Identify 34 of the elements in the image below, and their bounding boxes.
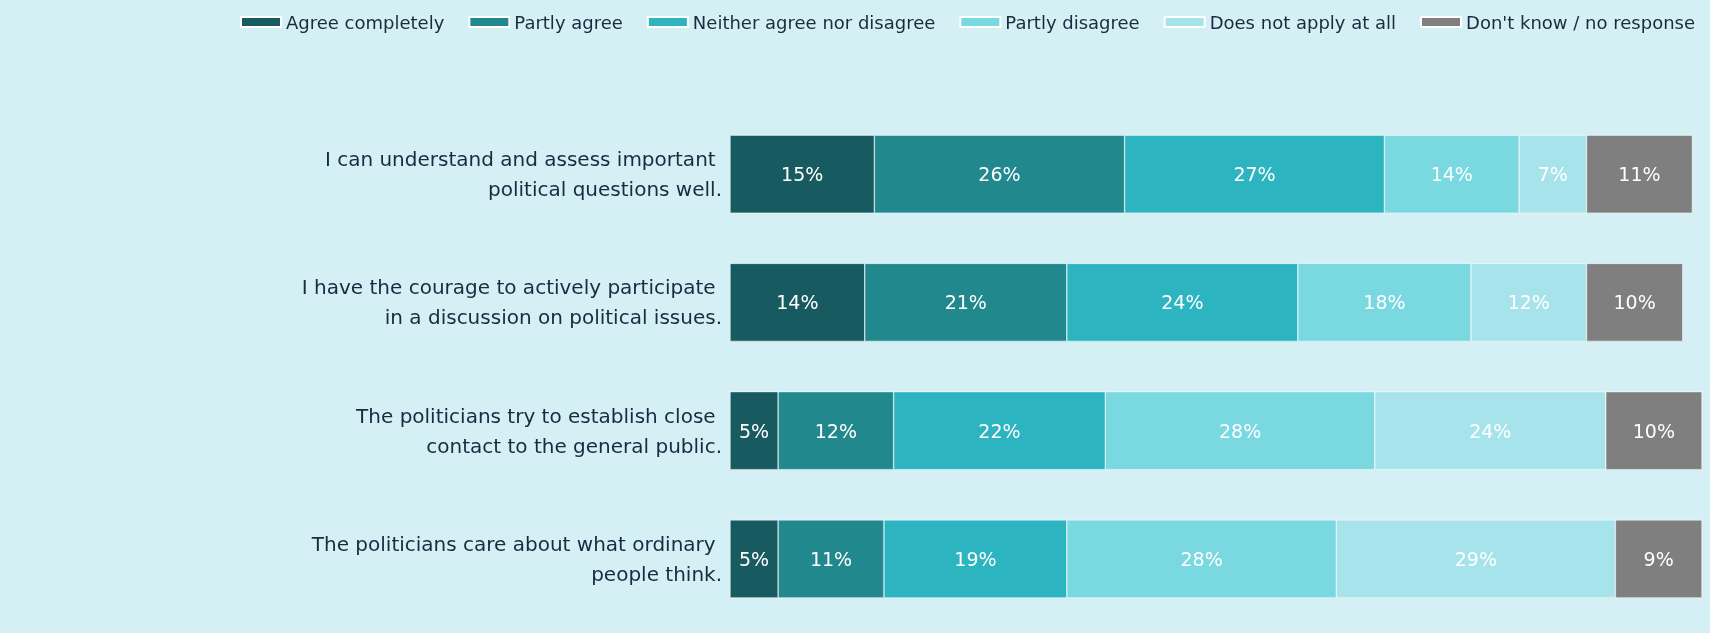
- data-label: 29%: [1454, 547, 1497, 570]
- y-tick-label: I can understand and assess important political questions well.: [324, 147, 722, 202]
- legend-label: Neither agree nor disagree: [692, 11, 936, 33]
- legend-label: Does not apply at all: [1209, 11, 1397, 33]
- data-label: 28%: [1180, 547, 1223, 570]
- legend-label: Partly disagree: [1005, 11, 1140, 33]
- data-label: 10%: [1613, 291, 1656, 314]
- data-label: 12%: [1507, 291, 1550, 314]
- data-label: 5%: [738, 547, 770, 570]
- data-label: 18%: [1363, 291, 1406, 314]
- data-label: 21%: [944, 291, 987, 314]
- data-label: 27%: [1233, 163, 1276, 186]
- data-label: 14%: [776, 291, 819, 314]
- y-tick-label: The politicians care about what ordinary people think.: [310, 531, 722, 586]
- legend-label: Agree completely: [286, 11, 445, 33]
- data-label: 24%: [1469, 419, 1512, 442]
- data-label: 15%: [781, 163, 824, 186]
- data-label: 10%: [1632, 419, 1675, 442]
- data-label: 24%: [1161, 291, 1204, 314]
- data-label: 28%: [1218, 419, 1262, 442]
- legend-label: Don't know / no response: [1466, 11, 1695, 33]
- data-label: 11%: [1618, 163, 1661, 186]
- data-label: 9%: [1643, 547, 1674, 570]
- data-label: 22%: [978, 419, 1021, 442]
- data-label: 5%: [738, 419, 770, 442]
- data-label: 7%: [1537, 163, 1568, 186]
- legend-label: Partly agree: [514, 11, 623, 33]
- data-label: 11%: [809, 547, 853, 570]
- data-label: 26%: [978, 163, 1021, 186]
- data-label: 19%: [954, 547, 997, 570]
- data-label: 12%: [814, 419, 857, 442]
- y-tick-label: The politicians try to establish close contact to the general public.: [355, 403, 722, 458]
- data-label: 14%: [1430, 163, 1473, 186]
- y-tick-label: I have the courage to actively participate in a discussion on political issues.: [301, 275, 722, 330]
